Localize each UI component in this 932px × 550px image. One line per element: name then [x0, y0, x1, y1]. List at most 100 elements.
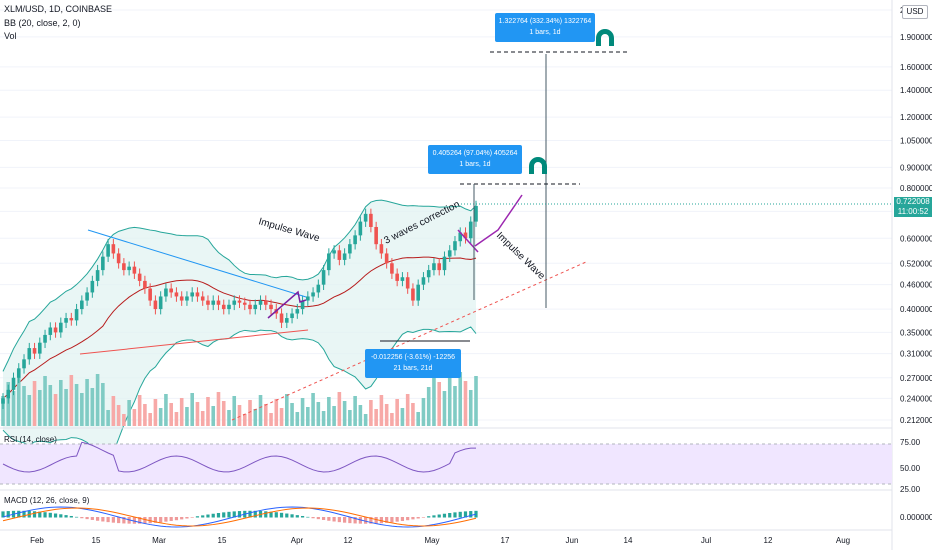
y-tick-label: 0.900000	[900, 163, 932, 172]
candle-body	[80, 300, 84, 310]
volume-bars	[1, 372, 478, 426]
candle-body	[321, 270, 326, 285]
volume-bar	[432, 373, 436, 426]
volume-bar	[306, 407, 310, 426]
candle-body	[337, 250, 342, 260]
candle-body	[95, 270, 100, 281]
macd-pane: MACD (12, 26, close, 9) 0.000000	[0, 489, 932, 528]
macd-histogram-bar	[385, 517, 389, 523]
volume-bar	[321, 411, 326, 426]
volume-bar	[421, 398, 426, 426]
macd-histogram-bar	[400, 517, 405, 521]
candle-body	[174, 292, 179, 297]
volume-bar	[148, 413, 152, 426]
candle-body	[342, 253, 347, 260]
y-tick-label: 1.900000	[900, 33, 932, 42]
candle-body	[358, 221, 363, 236]
measure-mid-value: 0.405264 (97.04%) 405264	[432, 150, 518, 157]
currency-badge[interactable]: USD	[902, 5, 928, 19]
measure-mid[interactable]: 0.405264 (97.04%) 405264 1 bars, 1d	[428, 145, 522, 174]
volume-bar	[248, 400, 252, 426]
y-tick-label: 1.600000	[900, 63, 932, 72]
volume-bar	[16, 377, 21, 426]
macd-histogram-bar	[138, 517, 142, 524]
candle-body	[43, 334, 47, 343]
candle-body	[432, 263, 436, 271]
volume-bar	[169, 403, 173, 426]
vol-legend[interactable]: Vol	[4, 31, 17, 41]
macd-histogram-bar	[101, 517, 105, 522]
candle-body	[143, 280, 147, 289]
volume-bar	[353, 396, 357, 426]
measure-low[interactable]: -0.012256 (-3.61%) -12256 21 bars, 21d	[365, 349, 461, 378]
macd-histogram-bar	[74, 516, 79, 518]
candle-body	[90, 280, 95, 293]
candle-body	[227, 304, 231, 310]
macd-histogram-bar	[64, 515, 68, 518]
candle-body	[59, 322, 63, 333]
macd-histogram-bar	[274, 512, 278, 518]
macd-histogram-bar	[69, 515, 73, 518]
candle-body	[200, 296, 205, 301]
candle-body	[106, 244, 110, 257]
candle-body	[116, 253, 121, 264]
candle-body	[290, 313, 294, 319]
volume-bar	[22, 386, 26, 426]
measure-top[interactable]: 1.322764 (332.34%) 1322764 1 bars, 1d	[495, 13, 595, 42]
volume-bar	[379, 395, 384, 426]
volume-bar	[274, 399, 279, 426]
y-tick-label: 0.240000	[900, 394, 932, 403]
macd-histogram-bar	[38, 511, 42, 518]
x-tick-label: Mar	[152, 536, 166, 545]
macd-histogram-bar	[201, 515, 205, 518]
macd-histogram-bar	[17, 510, 21, 518]
macd-histogram-bar	[195, 516, 200, 518]
volume-bar	[453, 386, 457, 426]
x-tick-label: 12	[344, 536, 353, 545]
macd-histogram-bar	[22, 510, 26, 518]
y-tick-label: 0.212000	[900, 416, 932, 425]
macd-histogram-bar	[216, 513, 221, 518]
volume-bar	[332, 406, 336, 426]
rsi-legend: RSI (14, close)	[4, 435, 57, 444]
candle-body	[453, 241, 457, 251]
x-tick-label: 12	[764, 536, 773, 545]
macd-histogram-bar	[448, 513, 452, 518]
candle-body	[32, 348, 37, 354]
volume-bar	[80, 393, 84, 426]
volume-bar	[337, 392, 342, 426]
trendline-down	[87, 229, 307, 298]
volume-bar	[242, 414, 247, 426]
macd-histogram-bar	[6, 511, 10, 518]
candle-body	[327, 253, 331, 271]
volume-bar	[232, 396, 237, 426]
volume-bar	[447, 377, 452, 426]
candle-body	[295, 309, 300, 314]
volume-bar	[374, 409, 378, 426]
volume-bar	[253, 409, 258, 426]
volume-bar	[416, 412, 420, 426]
volume-bar	[164, 394, 168, 426]
rsi-tick: 25.00	[900, 485, 921, 494]
volume-bar	[101, 383, 105, 426]
macd-histogram-bar	[153, 517, 158, 523]
volume-bar	[258, 395, 263, 426]
volume-bar	[290, 403, 294, 426]
macd-histogram-bar	[143, 517, 147, 524]
candle-body	[211, 300, 216, 305]
macd-histogram-bar	[180, 517, 184, 520]
candle-body	[248, 304, 252, 310]
volume-bar	[279, 408, 284, 426]
candle-body	[101, 256, 105, 271]
macd-histogram-bar	[311, 517, 315, 519]
macd-histogram-bar	[111, 517, 115, 523]
candle-body	[458, 232, 463, 242]
measure-low-bars: 21 bars, 21d	[393, 365, 433, 372]
volume-bar	[358, 405, 363, 426]
bb-legend[interactable]: BB (20, close, 2, 0)	[4, 18, 81, 28]
volume-bar	[74, 384, 79, 426]
macd-histogram-bar	[211, 513, 215, 518]
volume-bar	[426, 387, 431, 426]
macd-histogram-bar	[463, 511, 468, 518]
